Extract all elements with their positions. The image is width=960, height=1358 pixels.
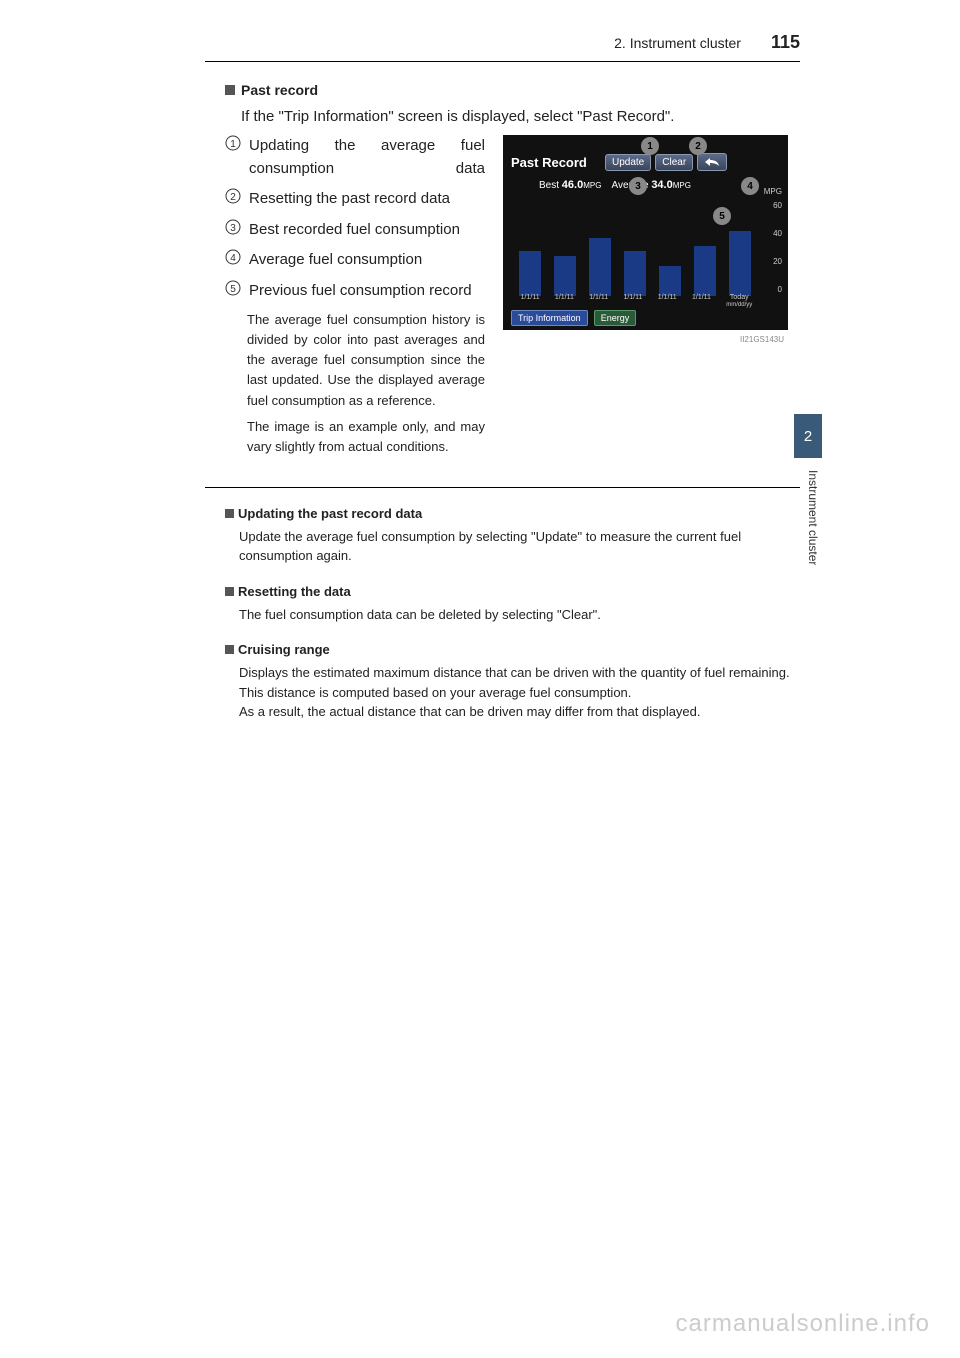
note-paragraph: The average fuel consumption his­tory is… — [247, 310, 485, 411]
chart-bar — [659, 266, 681, 296]
page-number: 115 — [771, 32, 800, 53]
section-intro: If the "Trip Information" screen is disp… — [241, 108, 800, 125]
section-heading: Past record — [225, 82, 800, 98]
x-label: 1/1/11 — [692, 294, 711, 308]
callout-3-icon: 3 — [629, 177, 647, 195]
y-tick: 0 — [778, 285, 782, 294]
energy-tab[interactable]: Energy — [594, 310, 637, 326]
list-item-text: Best recorded fuel consump­tion — [249, 219, 460, 242]
x-label: 1/1/11 — [658, 294, 677, 308]
subsection-heading: Cruising range — [225, 642, 800, 657]
body-text: The fuel consumption data can be deleted… — [239, 605, 800, 625]
x-label: 1/1/11 — [521, 294, 540, 308]
svg-text:2: 2 — [230, 192, 236, 203]
body-text: Update the average fuel consumption by s… — [239, 527, 800, 566]
svg-text:1: 1 — [230, 139, 236, 150]
circled-number-icon: 4 — [225, 249, 241, 272]
screen-preview: Past Record Update Clear Best 46.0MPG Av… — [503, 135, 788, 330]
svg-text:4: 4 — [230, 253, 236, 264]
avg-stat: Average 34.0MPG — [611, 179, 691, 191]
best-stat: Best 46.0MPG — [539, 179, 601, 191]
x-label: Todaymm/dd/yy — [726, 294, 752, 308]
y-tick: 20 — [773, 257, 782, 266]
screen-code: II21GS143U — [740, 335, 784, 344]
rule-mid — [205, 487, 800, 488]
circled-number-icon: 1 — [225, 135, 241, 180]
subsection-heading: Resetting the data — [225, 584, 800, 599]
list-item-text: Resetting the past record data — [249, 188, 450, 211]
trip-info-tab[interactable]: Trip Information — [511, 310, 588, 326]
clear-button[interactable]: Clear — [655, 154, 693, 171]
circled-number-icon: 2 — [225, 188, 241, 211]
circled-number-icon: 3 — [225, 219, 241, 242]
y-tick: 60 — [773, 201, 782, 210]
chart-bar — [694, 246, 716, 296]
chart-bar — [519, 251, 541, 296]
list-item-text: Previous fuel consumption record — [249, 280, 472, 303]
callout-2-icon: 2 — [689, 137, 707, 155]
chapter-tab: 2 — [794, 414, 822, 458]
chart-bar — [589, 238, 611, 296]
chart-bar — [729, 231, 751, 296]
update-button[interactable]: Update — [605, 154, 651, 171]
callout-5-icon: 5 — [713, 207, 731, 225]
x-label: 1/1/11 — [589, 294, 608, 308]
y-unit: MPG — [764, 187, 782, 196]
list-item-text: Average fuel consumption — [249, 249, 422, 272]
chart-bar — [624, 251, 646, 296]
subsection-heading: Updating the past record data — [225, 506, 800, 521]
x-label: 1/1/11 — [555, 294, 574, 308]
note-paragraph: The image is an example only, and may va… — [247, 417, 485, 457]
body-text: This distance is computed based on your … — [239, 683, 800, 722]
y-tick: 40 — [773, 229, 782, 238]
svg-text:5: 5 — [230, 284, 236, 295]
watermark: carmanualsonline.info — [676, 1310, 930, 1338]
callout-1-icon: 1 — [641, 137, 659, 155]
callout-4-icon: 4 — [741, 177, 759, 195]
back-button[interactable] — [697, 153, 727, 171]
chapter-title: 2. Instrument cluster — [614, 35, 741, 51]
chart-bar — [554, 256, 576, 296]
svg-text:3: 3 — [230, 223, 236, 234]
list-item-text: Updating the average fuel consumption da… — [249, 135, 485, 180]
body-text: Displays the estimated maximum distance … — [239, 663, 800, 683]
chapter-side-label: Instrument cluster — [806, 470, 820, 565]
x-label: 1/1/11 — [623, 294, 642, 308]
screen-title: Past Record — [511, 155, 601, 170]
circled-number-icon: 5 — [225, 280, 241, 303]
